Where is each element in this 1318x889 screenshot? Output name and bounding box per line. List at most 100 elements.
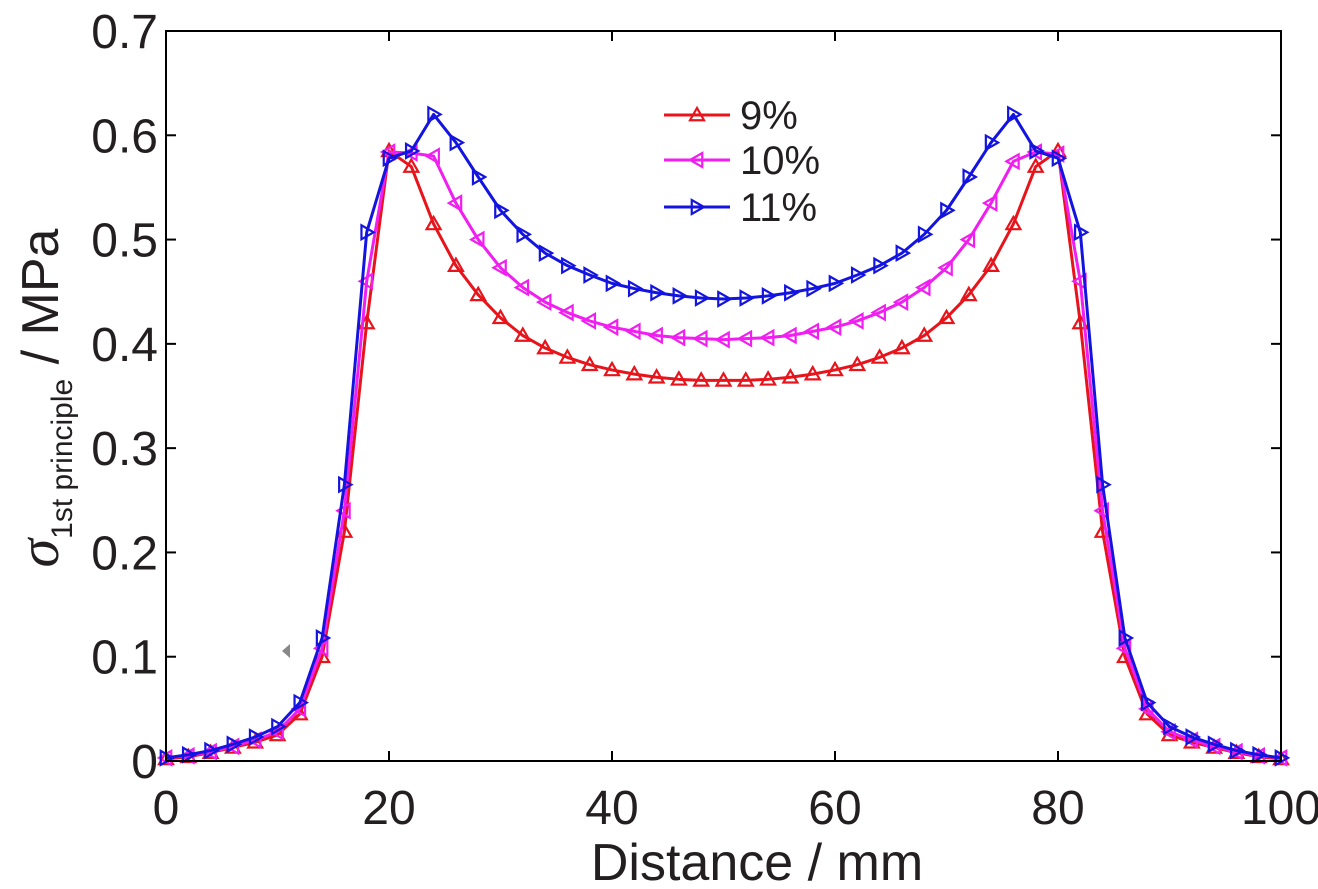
x-tick-label: 20 bbox=[362, 782, 415, 835]
y-tick-label: 0.7 bbox=[91, 6, 158, 59]
data-point bbox=[536, 338, 554, 355]
data-point bbox=[647, 326, 663, 345]
x-tick-label: 60 bbox=[808, 782, 861, 835]
data-point bbox=[914, 278, 931, 297]
data-point bbox=[271, 717, 287, 736]
data-point bbox=[781, 326, 797, 345]
y-tick-label: 0 bbox=[131, 736, 158, 789]
data-point bbox=[516, 225, 533, 244]
data-point bbox=[1252, 745, 1268, 764]
data-point bbox=[984, 133, 1001, 152]
data-point bbox=[427, 105, 443, 124]
legend-item: 11% bbox=[664, 186, 817, 230]
y-axis-title-subscript: 1st principle bbox=[46, 379, 79, 539]
data-point bbox=[1115, 639, 1132, 658]
data-point bbox=[848, 312, 864, 330]
data-point bbox=[650, 283, 666, 302]
data-point bbox=[1118, 629, 1135, 647]
data-point bbox=[672, 286, 689, 305]
y-tick-label: 0.6 bbox=[91, 110, 158, 163]
y-tick-label: 0.1 bbox=[91, 632, 158, 685]
data-point bbox=[580, 355, 599, 372]
data-point bbox=[468, 230, 485, 249]
data-point bbox=[226, 735, 243, 754]
data-point bbox=[714, 330, 730, 349]
x-tick-label: 40 bbox=[585, 782, 638, 835]
data-point bbox=[736, 329, 753, 348]
data-point bbox=[692, 371, 711, 387]
series-line bbox=[165, 112, 1282, 760]
y-tick-label: 0.4 bbox=[91, 319, 158, 372]
y-tick-label: 0.3 bbox=[91, 423, 158, 476]
y-axis-title-unit: / MPa bbox=[12, 228, 70, 378]
legend-marker bbox=[690, 198, 707, 216]
data-point bbox=[491, 258, 507, 277]
data-point bbox=[959, 285, 978, 302]
data-point bbox=[694, 289, 711, 307]
legend-label: 9% bbox=[740, 94, 798, 138]
data-point bbox=[1207, 735, 1224, 754]
series-11pct bbox=[159, 105, 1291, 767]
data-point bbox=[937, 258, 953, 277]
tick-labels-layer: 0 20 40 60 80 100 0 0.1 0.2 0.3 0.4 0.5 0.6 0.7 bbox=[91, 6, 1318, 835]
data-point bbox=[1185, 728, 1202, 746]
legend-item: 10% bbox=[664, 139, 820, 183]
series-layer bbox=[156, 105, 1291, 767]
data-point bbox=[446, 194, 463, 212]
data-point bbox=[315, 629, 332, 647]
data-point bbox=[535, 293, 552, 312]
data-point bbox=[471, 168, 488, 186]
data-point bbox=[781, 368, 800, 384]
data-point bbox=[915, 326, 934, 342]
data-point bbox=[491, 308, 510, 325]
data-point bbox=[1051, 149, 1068, 168]
data-point bbox=[627, 279, 644, 298]
data-point bbox=[895, 244, 912, 263]
data-point bbox=[670, 370, 688, 386]
data-point bbox=[892, 293, 909, 312]
data-point bbox=[424, 214, 443, 231]
legend-marker bbox=[687, 151, 704, 169]
data-point bbox=[1004, 152, 1020, 171]
data-point bbox=[561, 256, 577, 275]
data-point bbox=[803, 364, 822, 381]
data-point bbox=[605, 274, 622, 293]
data-point bbox=[558, 348, 577, 364]
data-point bbox=[937, 308, 956, 325]
data-point bbox=[1230, 741, 1246, 760]
data-point bbox=[338, 475, 354, 494]
data-point bbox=[1160, 722, 1176, 741]
data-point bbox=[580, 312, 597, 330]
data-point bbox=[873, 256, 889, 275]
data-point bbox=[691, 329, 708, 348]
data-point bbox=[360, 223, 376, 242]
data-point bbox=[828, 274, 845, 293]
data-point bbox=[625, 322, 641, 341]
y-tick-label: 0.2 bbox=[91, 527, 158, 580]
data-point bbox=[447, 256, 465, 272]
data-point bbox=[870, 348, 889, 364]
ticks-layer bbox=[165, 30, 1282, 762]
data-point bbox=[382, 149, 399, 168]
data-point bbox=[204, 741, 220, 760]
data-point bbox=[357, 272, 374, 291]
data-point bbox=[1140, 693, 1157, 712]
data-point bbox=[806, 279, 822, 298]
data-point bbox=[335, 501, 351, 520]
data-point bbox=[1026, 157, 1045, 173]
data-point bbox=[494, 201, 510, 220]
data-point bbox=[739, 289, 756, 307]
legend-label: 10% bbox=[740, 139, 820, 183]
data-point bbox=[917, 225, 934, 244]
data-point bbox=[848, 355, 867, 372]
data-point bbox=[982, 256, 1000, 272]
data-point bbox=[1029, 142, 1045, 160]
data-point bbox=[602, 318, 619, 337]
data-point bbox=[538, 244, 555, 263]
y-tick-label: 0.5 bbox=[91, 215, 158, 268]
data-point bbox=[758, 328, 775, 347]
data-point bbox=[803, 322, 820, 341]
data-point bbox=[424, 147, 440, 166]
legend-item: 9% bbox=[664, 94, 798, 138]
